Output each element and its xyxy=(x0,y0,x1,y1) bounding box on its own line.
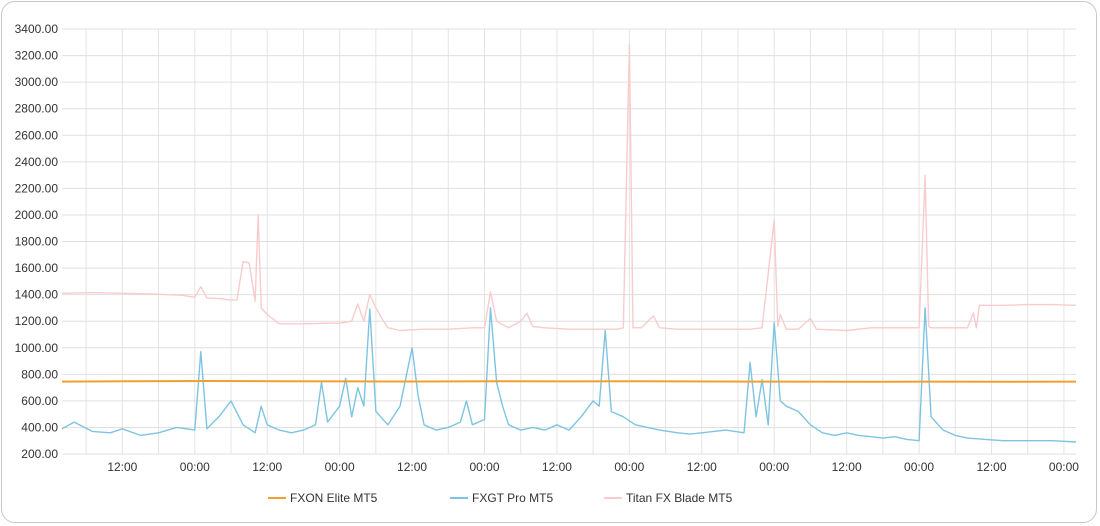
x-tick-label: 12:00 xyxy=(252,460,282,474)
y-tick-label: 200.00 xyxy=(21,447,58,461)
y-tick-label: 400.00 xyxy=(21,420,58,434)
x-tick-label: 00:00 xyxy=(180,460,210,474)
x-tick-label: 00:00 xyxy=(614,460,644,474)
y-tick-label: 600.00 xyxy=(21,394,58,408)
legend-label[interactable]: FXON Elite MT5 xyxy=(290,491,378,505)
x-tick-label: 00:00 xyxy=(904,460,934,474)
y-tick-label: 1200.00 xyxy=(15,314,59,328)
y-tick-label: 1000.00 xyxy=(15,341,59,355)
y-tick-label: 2600.00 xyxy=(15,128,59,142)
x-axis-tick-labels: 12:00 00:00 12:00 00:00 12:00 00:00 12:00 00:00… xyxy=(107,460,1079,474)
y-tick-label: 1800.00 xyxy=(15,235,59,249)
x-tick-label: 00:00 xyxy=(469,460,499,474)
series-lines xyxy=(61,44,1077,443)
x-tick-label: 12:00 xyxy=(832,460,862,474)
x-tick-label: 12:00 xyxy=(107,460,137,474)
y-tick-label: 1600.00 xyxy=(15,261,59,275)
y-tick-label: 3200.00 xyxy=(15,49,59,63)
y-axis-tick-labels: 3400.00 3200.00 3000.00 2800.00 2600.00 2400.… xyxy=(15,22,59,461)
y-tick-label: 2000.00 xyxy=(15,208,59,222)
legend: FXON Elite MT5 FXGT Pro MT5 Titan FX Blade… xyxy=(268,491,733,505)
x-tick-label: 00:00 xyxy=(1049,460,1079,474)
series-line-0 xyxy=(61,380,1077,383)
y-tick-label: 800.00 xyxy=(21,367,58,381)
horizontal-gridlines xyxy=(62,28,1076,455)
y-tick-label: 2200.00 xyxy=(15,181,59,195)
legend-label[interactable]: Titan FX Blade MT5 xyxy=(626,491,733,505)
y-tick-label: 1400.00 xyxy=(15,288,59,302)
x-tick-label: 12:00 xyxy=(542,460,572,474)
x-tick-label: 12:00 xyxy=(687,460,717,474)
series-line-2 xyxy=(61,44,1077,332)
x-tick-label: 00:00 xyxy=(325,460,355,474)
y-tick-label: 2400.00 xyxy=(15,155,59,169)
x-tick-label: 12:00 xyxy=(976,460,1006,474)
x-tick-label: 00:00 xyxy=(759,460,789,474)
legend-label[interactable]: FXGT Pro MT5 xyxy=(472,491,553,505)
y-tick-label: 3400.00 xyxy=(15,22,59,36)
series-line-1 xyxy=(61,307,1077,443)
y-tick-label: 3000.00 xyxy=(15,75,59,89)
x-tick-label: 12:00 xyxy=(397,460,427,474)
y-tick-label: 2800.00 xyxy=(15,102,59,116)
